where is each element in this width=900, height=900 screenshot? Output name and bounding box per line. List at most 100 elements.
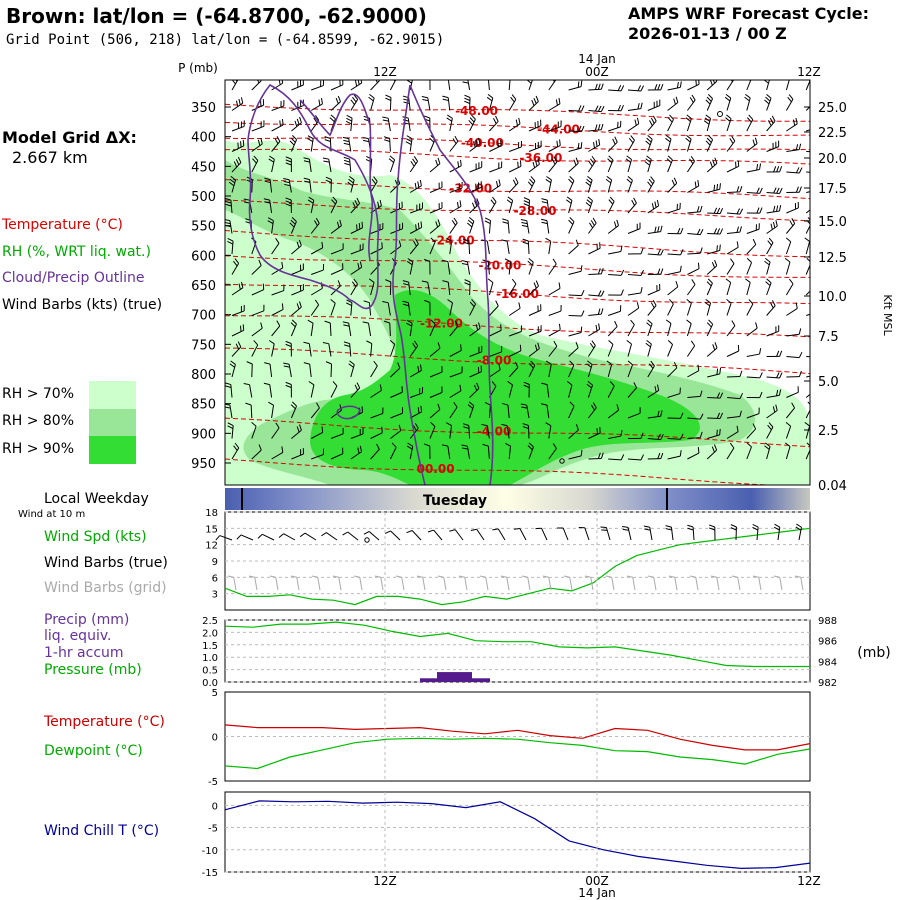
wind-barb: [296, 577, 300, 591]
wind-barb-feather: [597, 452, 601, 459]
wind-barb-feather: [281, 446, 284, 453]
wind-barb-feather: [498, 179, 501, 186]
wind-barb-feather: [343, 156, 350, 160]
wind-barb: [786, 308, 798, 316]
wind-barb-feather: [612, 138, 616, 145]
wind-barb: [508, 200, 514, 214]
wind-barb: [350, 248, 364, 255]
wind-barb-feather: [283, 178, 290, 181]
wind-barb-feather: [298, 301, 302, 308]
wind-barb: [370, 413, 383, 419]
wind-barb: [251, 80, 262, 91]
wind-barb-feather: [660, 433, 664, 440]
wind-barb-feather: [314, 299, 320, 306]
wind-barb-feather: [657, 268, 661, 275]
wind-barb: [588, 273, 602, 275]
wind-barb-feather: [281, 261, 284, 268]
wind-barb: [588, 88, 602, 91]
wind-barb: [390, 412, 403, 419]
wind-barb-feather: [410, 160, 415, 167]
wind-barb: [687, 452, 700, 460]
isotherm-lines: -48.00-44.00-40.00-36.00-32.00-28.00-24.…: [225, 103, 810, 485]
wind-barb-feather: [706, 96, 712, 102]
wind-barb: [310, 323, 314, 337]
wind-barb-feather: [463, 241, 470, 245]
wind-barb-feather: [709, 80, 713, 86]
wind-barb-feather: [350, 99, 355, 105]
wind-barb-feather: [598, 138, 601, 146]
wind-barb: [508, 367, 519, 378]
wind-barb: [370, 389, 382, 398]
wind-barb-feather: [719, 412, 724, 419]
wind-barb-feather: [337, 280, 341, 287]
wind-barb: [805, 80, 810, 91]
wind-barb: [447, 282, 451, 296]
wind-barb: [608, 458, 622, 461]
wind-barb: [627, 159, 633, 173]
wind-barb: [508, 99, 517, 111]
wind-barb-feather: [776, 166, 780, 173]
isotherm-label: -44.00: [537, 123, 580, 137]
wind-barb: [806, 313, 810, 316]
wind-barb-feather: [215, 535, 221, 541]
wind-barb: [328, 159, 332, 173]
dewpoint-line: [224, 737, 811, 770]
wind-barb-feather: [716, 183, 719, 191]
wind-barb-feather: [798, 167, 803, 174]
wind-barb-feather: [464, 282, 471, 286]
wind-barb-feather: [716, 207, 721, 214]
wind-barb-feather: [451, 220, 456, 226]
wind-barb-feather: [586, 199, 592, 204]
wind-barb: [370, 228, 383, 234]
wind-barb: [308, 159, 312, 173]
wind-barb-feather: [779, 372, 783, 379]
wind-barb-feather: [324, 320, 331, 324]
wind-barb: [687, 233, 701, 236]
wind-barb-feather: [643, 525, 650, 528]
wind-barb-feather: [696, 228, 701, 235]
wind-barb-feather: [343, 142, 350, 146]
isotherm-label: 00.00: [417, 462, 455, 476]
wind-barb-feather: [667, 155, 673, 161]
isotherm-label: -36.00: [519, 151, 562, 165]
wind-barb: [548, 126, 562, 132]
wind-barb: [489, 305, 499, 316]
wind-barb-feather: [694, 181, 697, 188]
wind-barb-feather: [285, 203, 292, 207]
wind-barb-feather: [382, 119, 389, 122]
wind-barb-feather: [343, 159, 351, 163]
wind-barb: [785, 426, 792, 439]
wind-barb-feather: [373, 176, 378, 182]
wind-barb-feather: [580, 326, 583, 333]
wind-barb: [449, 222, 458, 234]
wind-barb-feather: [665, 137, 671, 143]
wind-barb: [350, 118, 353, 132]
wind-barb-feather: [713, 184, 716, 191]
wind-barb-feather: [752, 139, 756, 146]
wind-barb: [607, 385, 615, 398]
wind-barb-feather: [324, 139, 331, 142]
wind-barb-feather: [521, 575, 528, 578]
wind-barb-feather: [680, 228, 684, 234]
wind-barb-feather: [356, 382, 361, 389]
wind-barb-feather: [371, 178, 377, 185]
wind-barb: [568, 110, 582, 112]
wind-barb-feather: [461, 447, 469, 450]
wind-barb-feather: [533, 97, 537, 104]
wind-barb-feather: [779, 187, 783, 194]
wind-barb: [627, 292, 641, 296]
wind-barb: [707, 373, 720, 378]
wind-barb: [716, 577, 720, 591]
wind-barb-feather: [437, 157, 441, 164]
wind-barb-feather: [630, 135, 635, 141]
wind-barb-feather: [469, 117, 475, 123]
wind-barb-feather: [492, 528, 499, 531]
wind-barb: [249, 384, 253, 398]
wind-barb: [411, 530, 422, 541]
wind-barb-feather: [527, 181, 533, 187]
wind-barb-feather: [806, 442, 810, 447]
wind-barb-feather: [290, 137, 296, 143]
wind-barb-feather: [269, 575, 276, 578]
windchill-tick: 0: [212, 801, 218, 812]
